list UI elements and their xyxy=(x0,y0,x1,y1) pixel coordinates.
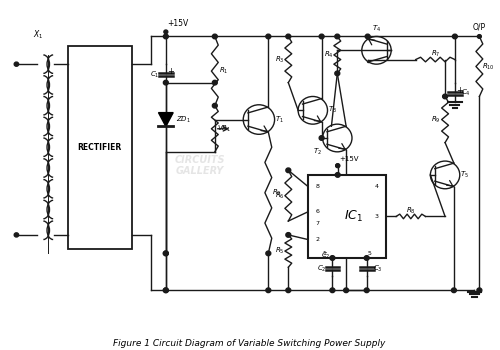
Text: $C_1$: $C_1$ xyxy=(150,70,160,80)
Circle shape xyxy=(330,288,335,293)
Circle shape xyxy=(286,288,291,293)
Text: $R_3$: $R_3$ xyxy=(274,55,284,65)
Text: $R_5$: $R_5$ xyxy=(274,246,284,256)
Bar xyxy=(308,175,386,258)
Text: 5: 5 xyxy=(368,251,372,256)
Text: $R_{10}$: $R_{10}$ xyxy=(482,61,494,71)
Text: $R_2$: $R_2$ xyxy=(272,188,282,198)
Circle shape xyxy=(164,34,168,39)
Text: $VR_1$: $VR_1$ xyxy=(216,124,231,134)
Text: 8: 8 xyxy=(316,184,319,189)
Text: 7: 7 xyxy=(316,221,320,226)
Circle shape xyxy=(266,251,271,256)
Circle shape xyxy=(14,233,18,237)
Circle shape xyxy=(330,256,335,260)
Text: $T_3$: $T_3$ xyxy=(328,105,336,116)
Circle shape xyxy=(164,251,168,256)
Circle shape xyxy=(335,34,340,39)
Circle shape xyxy=(344,288,348,293)
Circle shape xyxy=(452,34,458,39)
Text: 3: 3 xyxy=(375,214,379,219)
Circle shape xyxy=(452,288,456,293)
Circle shape xyxy=(478,35,482,38)
Circle shape xyxy=(212,34,218,39)
Circle shape xyxy=(286,233,291,237)
Text: $R_1$: $R_1$ xyxy=(219,66,228,76)
Circle shape xyxy=(335,71,340,76)
Text: $T_5$: $T_5$ xyxy=(460,170,469,180)
Circle shape xyxy=(164,288,168,293)
Circle shape xyxy=(477,288,482,293)
Text: $R_4$: $R_4$ xyxy=(324,50,334,60)
Text: 6: 6 xyxy=(316,209,319,214)
Text: $T_1$: $T_1$ xyxy=(274,114,283,125)
Circle shape xyxy=(319,34,324,39)
Circle shape xyxy=(286,168,291,173)
Text: $R_7$: $R_7$ xyxy=(430,49,440,59)
Text: $T_2$: $T_2$ xyxy=(313,147,322,157)
Text: 2: 2 xyxy=(316,237,320,242)
Text: $R_8$: $R_8$ xyxy=(406,206,415,216)
Text: +15V: +15V xyxy=(168,19,188,28)
Text: $R_9$: $R_9$ xyxy=(432,114,441,125)
Circle shape xyxy=(365,34,370,39)
Circle shape xyxy=(212,103,218,108)
Text: $C_3$: $C_3$ xyxy=(372,264,382,274)
Circle shape xyxy=(266,34,271,39)
Text: +15V: +15V xyxy=(339,156,358,162)
Bar xyxy=(68,46,132,249)
Text: $C_2$: $C_2$ xyxy=(322,251,331,261)
Circle shape xyxy=(164,80,168,85)
Circle shape xyxy=(335,173,340,177)
Text: +: + xyxy=(168,67,174,76)
Circle shape xyxy=(319,136,324,140)
Text: Figure 1 Circuit Diagram of Variable Switching Power Supply: Figure 1 Circuit Diagram of Variable Swi… xyxy=(113,339,386,348)
Text: $T_4$: $T_4$ xyxy=(372,24,381,34)
Text: $C_2$: $C_2$ xyxy=(317,264,326,274)
Text: CIRCUITS
GALLERY: CIRCUITS GALLERY xyxy=(175,155,226,176)
Text: $X_1$: $X_1$ xyxy=(33,29,43,41)
Circle shape xyxy=(364,288,369,293)
Circle shape xyxy=(212,80,218,85)
Text: RECTIFIER: RECTIFIER xyxy=(78,143,122,152)
Text: $ZD_1$: $ZD_1$ xyxy=(176,114,190,125)
Circle shape xyxy=(266,288,271,293)
Circle shape xyxy=(164,251,168,256)
Circle shape xyxy=(286,34,291,39)
Text: 4: 4 xyxy=(375,184,379,189)
Circle shape xyxy=(14,62,18,66)
Text: +: + xyxy=(456,85,463,94)
Circle shape xyxy=(336,164,340,168)
Text: 1: 1 xyxy=(322,251,326,256)
Text: $C_4$: $C_4$ xyxy=(461,88,470,98)
Circle shape xyxy=(336,164,340,168)
Circle shape xyxy=(164,30,168,34)
Polygon shape xyxy=(158,113,173,126)
Circle shape xyxy=(364,256,369,260)
Circle shape xyxy=(442,94,448,99)
Circle shape xyxy=(164,288,168,293)
Text: $R_6$: $R_6$ xyxy=(274,191,284,201)
Text: O/P: O/P xyxy=(473,23,486,32)
Text: $IC_1$: $IC_1$ xyxy=(344,209,363,224)
